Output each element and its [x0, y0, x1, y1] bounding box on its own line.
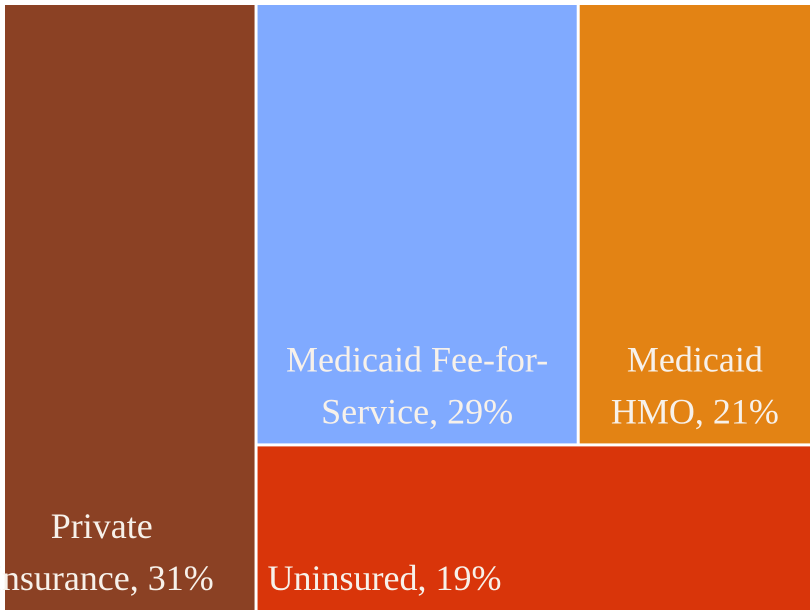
cell-label: Uninsured, 19% — [268, 558, 502, 598]
treemap-cell — [257, 446, 810, 610]
treemap-cell — [5, 5, 255, 610]
treemap-cell — [257, 5, 577, 444]
treemap-cell — [579, 5, 810, 444]
cell-label: Private Insurance, 31% — [0, 506, 214, 598]
cell-label: Medicaid Fee-for-Service, 29% — [286, 339, 548, 431]
cell-label: Medicaid HMO, 21% — [611, 339, 779, 431]
